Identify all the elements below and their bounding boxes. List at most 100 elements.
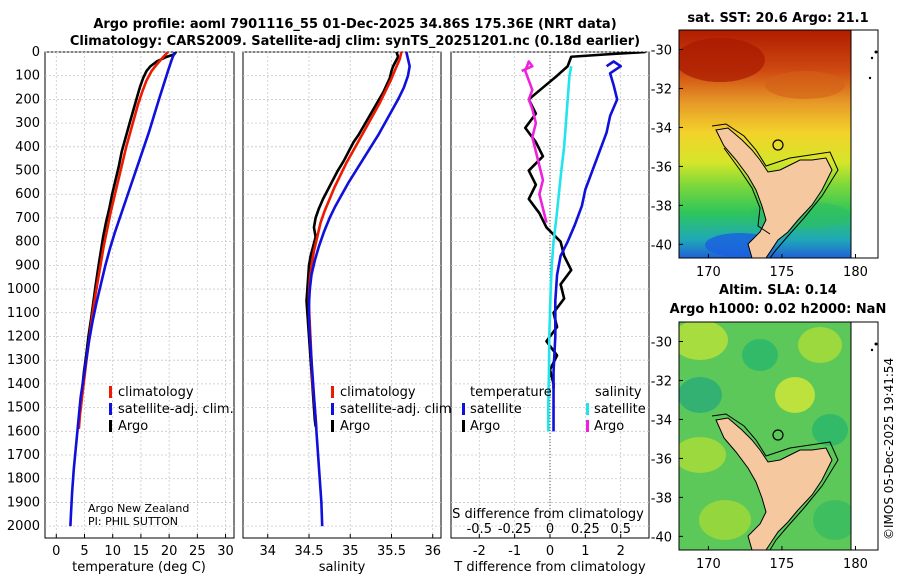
depth-tick-label: 100 xyxy=(15,69,40,84)
lat-tick-label: -30 xyxy=(651,43,672,58)
legend-argo: Argo xyxy=(118,419,148,434)
temperature-panel: 0 5 10 15 20 25 30 temperature (deg C) climato… xyxy=(44,51,235,575)
x-tick-label: 1 xyxy=(581,544,589,559)
sst-map-lon-ticks: 170 175 180 xyxy=(696,254,868,280)
temperature-series xyxy=(69,52,177,527)
figure-title-line1: Argo profile: aoml 7901116_55 01-Dec-202… xyxy=(93,17,616,32)
sst-map-title: sat. SST: 20.6 Argo: 21.1 xyxy=(687,11,868,26)
sla-map: Altim. SLA: 0.14 Argo h1000: 0.02 h2000:… xyxy=(651,283,887,572)
lat-tick-label: -32 xyxy=(651,82,672,97)
depth-tick-label: 0 xyxy=(32,45,40,60)
s-difference-label: S difference from climatology xyxy=(452,507,644,522)
sst-map-image xyxy=(679,30,851,258)
depth-tick-label: 700 xyxy=(15,211,40,226)
difference-legend: temperature salinity satellite Argo sate… xyxy=(462,385,646,434)
figure-title-line2: Climatology: CARS2009. Satellite-adj cli… xyxy=(70,34,640,49)
legend-swatch-climatology xyxy=(109,386,112,398)
depth-tick-label: 1000 xyxy=(7,282,40,297)
lon-tick-label: 175 xyxy=(770,265,795,280)
sla-map-colorbar-area xyxy=(850,321,879,551)
lat-tick-label: -36 xyxy=(651,160,672,175)
depth-tick-label: 800 xyxy=(15,235,40,250)
s-tick-label: 0 xyxy=(546,522,554,537)
depth-tick-label: 1300 xyxy=(7,353,40,368)
difference-panel: temperature salinity satellite Argo sate… xyxy=(450,51,650,575)
legend-swatch-climatology xyxy=(331,386,334,398)
difference-series xyxy=(521,52,646,432)
x-tick-label: 30 xyxy=(217,544,234,559)
legend-sal-satellite: satellite xyxy=(594,402,646,417)
s-tick-label: 0.5 xyxy=(610,522,631,537)
depth-tick-label: 1500 xyxy=(7,401,40,416)
s-tick-label: 0.25 xyxy=(571,522,600,537)
legend-climatology: climatology xyxy=(118,385,194,400)
t-difference-label: T difference from climatology xyxy=(453,560,646,575)
x-tick-label: 15 xyxy=(133,544,150,559)
x-tick-label: 10 xyxy=(104,544,121,559)
argo-location-marker-sla xyxy=(772,429,784,441)
salinity-panel: 34 34.5 35 35.5 36 salinity climatology sate… xyxy=(242,51,456,575)
depth-tick-label: 900 xyxy=(15,258,40,273)
annotation-pi: PI: PHIL SUTTON xyxy=(88,515,178,528)
salinity-x-label: salinity xyxy=(319,560,366,575)
lon-tick-label: 180 xyxy=(843,265,868,280)
x-tick-label: -2 xyxy=(473,544,486,559)
depth-tick-label: 1100 xyxy=(7,306,40,321)
legend-temperature-header: temperature xyxy=(470,385,552,400)
depth-tick-label: 200 xyxy=(15,92,40,107)
sla-map-title-line1: Altim. SLA: 0.14 xyxy=(719,283,837,298)
lon-tick-label: 170 xyxy=(696,265,721,280)
legend-climatology: climatology xyxy=(340,385,416,400)
legend-temp-satellite: satellite xyxy=(470,402,522,417)
argo-location-marker xyxy=(772,139,784,151)
legend-swatch-sal-argo xyxy=(586,420,589,432)
salinity-legend: climatology satellite-adj. clim. Argo xyxy=(331,385,456,434)
legend-temp-argo: Argo xyxy=(470,419,500,434)
lat-tick-label: -38 xyxy=(651,491,672,506)
sla-map-lat-ticks: -30 -32 -34 -36 -38 -40 xyxy=(651,335,683,545)
sla-map-image xyxy=(679,322,851,550)
depth-tick-label: 2000 xyxy=(7,519,40,534)
lat-tick-label: -32 xyxy=(651,374,672,389)
s-tick-label: -0.5 xyxy=(467,522,492,537)
series-satellite-temperature xyxy=(552,60,623,432)
depth-tick-label: 500 xyxy=(15,164,40,179)
x-tick-label: 0 xyxy=(546,544,554,559)
legend-satellite-adj: satellite-adj. clim. xyxy=(340,402,456,417)
temperature-x-ticks: 0 5 10 15 20 25 30 xyxy=(52,534,234,559)
x-tick-label: -1 xyxy=(508,544,521,559)
lat-tick-label: -38 xyxy=(651,199,672,214)
depth-tick-label: 1200 xyxy=(7,329,40,344)
x-tick-label: 34.5 xyxy=(295,544,324,559)
salinity-series xyxy=(305,52,411,527)
legend-satellite-adj: satellite-adj. clim. xyxy=(118,402,234,417)
s-tick-label: -0.25 xyxy=(498,522,532,537)
s-difference-ticks: -0.5 -0.25 0 0.25 0.5 xyxy=(467,522,631,537)
lat-tick-label: -34 xyxy=(651,121,672,136)
lat-tick-label: -36 xyxy=(651,452,672,467)
x-tick-label: 0 xyxy=(52,544,60,559)
depth-tick-label: 1900 xyxy=(7,495,40,510)
x-tick-label: 5 xyxy=(80,544,88,559)
depth-tick-label: 1400 xyxy=(7,377,40,392)
x-tick-label: 35 xyxy=(342,544,359,559)
lat-tick-label: -40 xyxy=(651,238,672,253)
series-satellite-adj-clim- xyxy=(69,52,176,527)
t-difference-ticks: -2 -1 0 1 2 xyxy=(473,534,625,559)
legend-swatch-temp-argo xyxy=(462,420,465,432)
lon-tick-label: 170 xyxy=(696,557,721,572)
salinity-grid xyxy=(243,51,441,538)
lat-tick-label: -30 xyxy=(651,335,672,350)
depth-axis: 0 100 200 300 400 500 600 700 800 900 1000 1100 1200… xyxy=(7,45,40,534)
depth-tick-label: 400 xyxy=(15,140,40,155)
legend-swatch-satellite xyxy=(331,403,334,415)
sla-map-title-line2: Argo h1000: 0.02 h2000: NaN xyxy=(670,302,887,317)
x-tick-label: 2 xyxy=(617,544,625,559)
x-tick-label: 25 xyxy=(189,544,206,559)
legend-swatch-argo xyxy=(109,420,112,432)
annotation-argo-nz: Argo New Zealand xyxy=(88,502,189,515)
lat-tick-label: -34 xyxy=(651,413,672,428)
x-tick-label: 20 xyxy=(161,544,178,559)
sst-map-lat-ticks: -30 -32 -34 -36 -38 -40 xyxy=(651,43,683,253)
